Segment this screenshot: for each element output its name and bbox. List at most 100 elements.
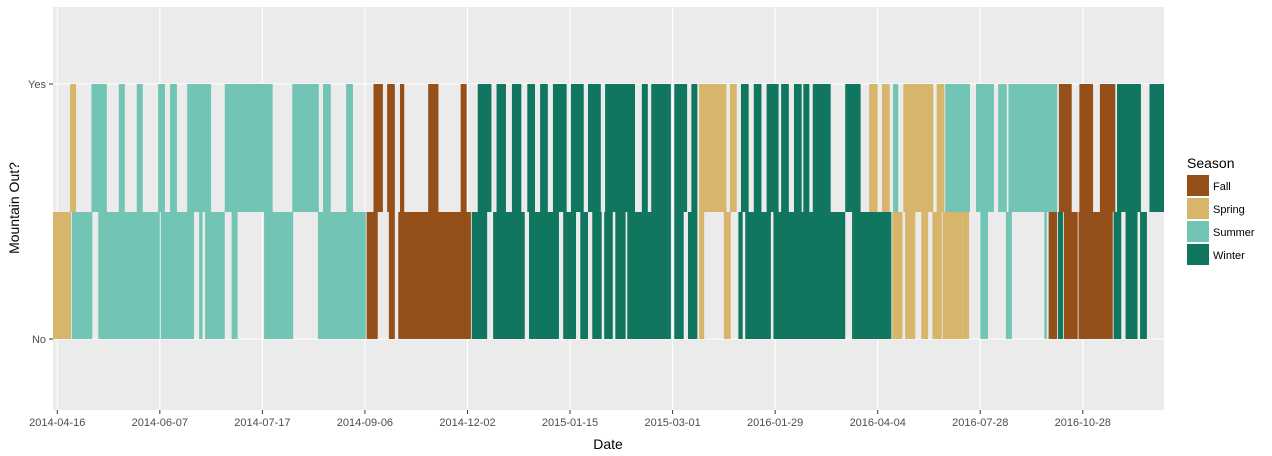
x-tick-label: 2014-04-16 — [29, 417, 85, 429]
y-tick-label: Yes — [28, 79, 46, 91]
bar-yes-winter — [552, 84, 567, 212]
bar-yes-winter — [1116, 84, 1141, 212]
bar-no-winter — [615, 212, 626, 339]
bar-no-spring — [53, 212, 71, 339]
bar-no-fall — [1078, 212, 1113, 339]
x-axis-ticks: 2014-04-16 2014-06-07 2014-07-17 2014-09-06… — [29, 410, 1111, 429]
bar-no-spring — [699, 212, 705, 339]
legend-title: Season — [1187, 155, 1234, 171]
bar-yes-summer — [187, 84, 195, 212]
x-tick-label: 2015-01-15 — [542, 417, 598, 429]
bar-no-winter — [773, 212, 846, 339]
bar-no-summer — [231, 212, 238, 339]
bar-no-summer — [205, 212, 225, 339]
bar-yes-fall — [428, 84, 439, 212]
x-tick-label: 2015-03-01 — [644, 417, 700, 429]
legend-key-spring — [1187, 198, 1209, 219]
bar-no-summer — [317, 212, 366, 339]
bar-no-winter — [687, 212, 698, 339]
bar-yes-summer — [945, 84, 971, 212]
legend-key-fall — [1187, 175, 1209, 196]
bar-yes-summer — [346, 84, 353, 212]
bar-no-winter — [738, 212, 743, 339]
bar-no-winter — [493, 212, 525, 339]
bar-no-spring — [723, 212, 731, 339]
bar-no-winter — [1058, 212, 1064, 339]
bar-yes-summer — [118, 84, 125, 212]
bar-yes-fall — [373, 84, 383, 212]
bar-no-winter — [1113, 212, 1122, 339]
legend-label-winter: Winter — [1213, 250, 1245, 262]
bar-yes-spring — [903, 84, 934, 212]
bar-yes-winter — [753, 84, 762, 212]
bar-yes-winter — [812, 84, 831, 212]
bar-yes-winter — [691, 84, 698, 212]
bar-no-fall — [1048, 212, 1058, 339]
bar-no-spring — [962, 212, 970, 339]
bar-yes-winter — [651, 84, 671, 212]
x-tick-label: 2014-06-07 — [132, 417, 188, 429]
bar-yes-summer — [91, 84, 107, 212]
bar-no-spring — [932, 212, 942, 339]
bar-yes-winter — [781, 84, 789, 212]
bar-yes-winter — [1149, 84, 1164, 212]
legend-key-winter — [1187, 244, 1209, 265]
bar-yes-spring — [699, 84, 727, 212]
bar-yes-winter — [641, 84, 648, 212]
bar-no-spring — [921, 212, 929, 339]
x-tick-label: 2014-07-17 — [234, 417, 290, 429]
bar-no-summer — [264, 212, 294, 339]
bar-yes-winter — [766, 84, 779, 212]
season-bars — [53, 84, 1164, 339]
bar-no-fall — [1064, 212, 1078, 339]
bar-no-winter — [1125, 212, 1138, 339]
bar-yes-summer — [323, 84, 331, 212]
bar-no-summer — [980, 212, 988, 339]
bar-yes-fall — [1079, 84, 1094, 212]
bar-no-winter — [627, 212, 671, 339]
bar-yes-fall — [399, 84, 405, 212]
bar-yes-summer — [170, 84, 177, 212]
bar-yes-winter — [540, 84, 548, 212]
bar-no-winter — [580, 212, 588, 339]
bar-no-winter — [674, 212, 684, 339]
legend-label-fall: Fall — [1213, 181, 1231, 193]
bar-yes-winter — [740, 84, 749, 212]
bar-yes-winter — [587, 84, 601, 212]
legend-label-summer: Summer — [1213, 227, 1255, 239]
bar-yes-summer — [193, 84, 212, 212]
bar-no-winter — [529, 212, 559, 339]
bar-yes-winter — [527, 84, 536, 212]
bar-yes-summer — [975, 84, 994, 212]
bar-no-fall — [366, 212, 378, 339]
bar-no-fall — [388, 212, 395, 339]
bar-no-winter — [745, 212, 771, 339]
bar-yes-winter — [803, 84, 810, 212]
bar-yes-fall — [1058, 84, 1072, 212]
bar-yes-fall — [460, 84, 467, 212]
x-tick-label: 2016-04-04 — [850, 417, 906, 429]
bar-yes-winter — [674, 84, 688, 212]
bar-no-winter — [1140, 212, 1147, 339]
legend-label-spring: Spring — [1213, 204, 1245, 216]
bar-yes-spring — [881, 84, 890, 212]
bar-yes-winter — [845, 84, 861, 212]
bar-no-spring — [905, 212, 916, 339]
bar-no-winter — [852, 212, 892, 339]
legend-key-summer — [1187, 221, 1209, 242]
x-axis-title: Date — [593, 436, 623, 452]
bar-no-fall — [398, 212, 471, 339]
bar-no-summer — [98, 212, 160, 339]
bar-yes-spring — [729, 84, 737, 212]
y-axis-title: Mountain Out? — [6, 162, 22, 254]
bar-yes-fall — [387, 84, 395, 212]
legend: Season Fall Spring Summer Winter — [1187, 155, 1255, 265]
bar-no-summer — [1005, 212, 1012, 339]
bar-no-winter — [592, 212, 602, 339]
bar-no-summer — [71, 212, 93, 339]
bar-yes-winter — [511, 84, 522, 212]
bar-yes-summer — [158, 84, 165, 212]
x-tick-label: 2016-10-28 — [1055, 417, 1111, 429]
bar-yes-summer — [1008, 84, 1058, 212]
y-tick-label: No — [32, 334, 46, 346]
